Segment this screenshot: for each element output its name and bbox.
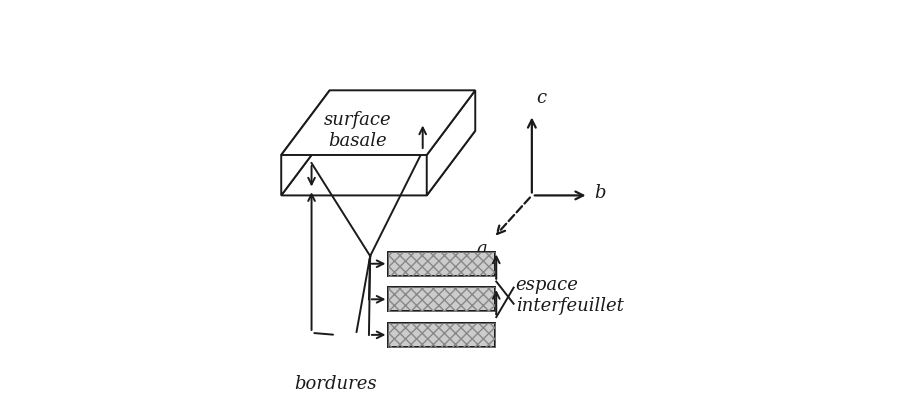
Polygon shape — [281, 131, 475, 195]
Bar — [389, 323, 495, 347]
Bar — [389, 287, 495, 311]
Text: a: a — [476, 240, 487, 258]
Text: c: c — [536, 89, 546, 107]
Text: b: b — [594, 184, 606, 202]
Text: surface
basale: surface basale — [324, 112, 391, 150]
Polygon shape — [281, 90, 475, 155]
Bar — [389, 252, 495, 276]
Text: bordures: bordures — [294, 375, 377, 393]
Text: espace
interfeuillet: espace interfeuillet — [516, 276, 623, 315]
Bar — [389, 287, 495, 311]
Bar — [389, 252, 495, 276]
Bar — [389, 323, 495, 347]
Polygon shape — [427, 90, 475, 195]
Polygon shape — [281, 90, 330, 195]
